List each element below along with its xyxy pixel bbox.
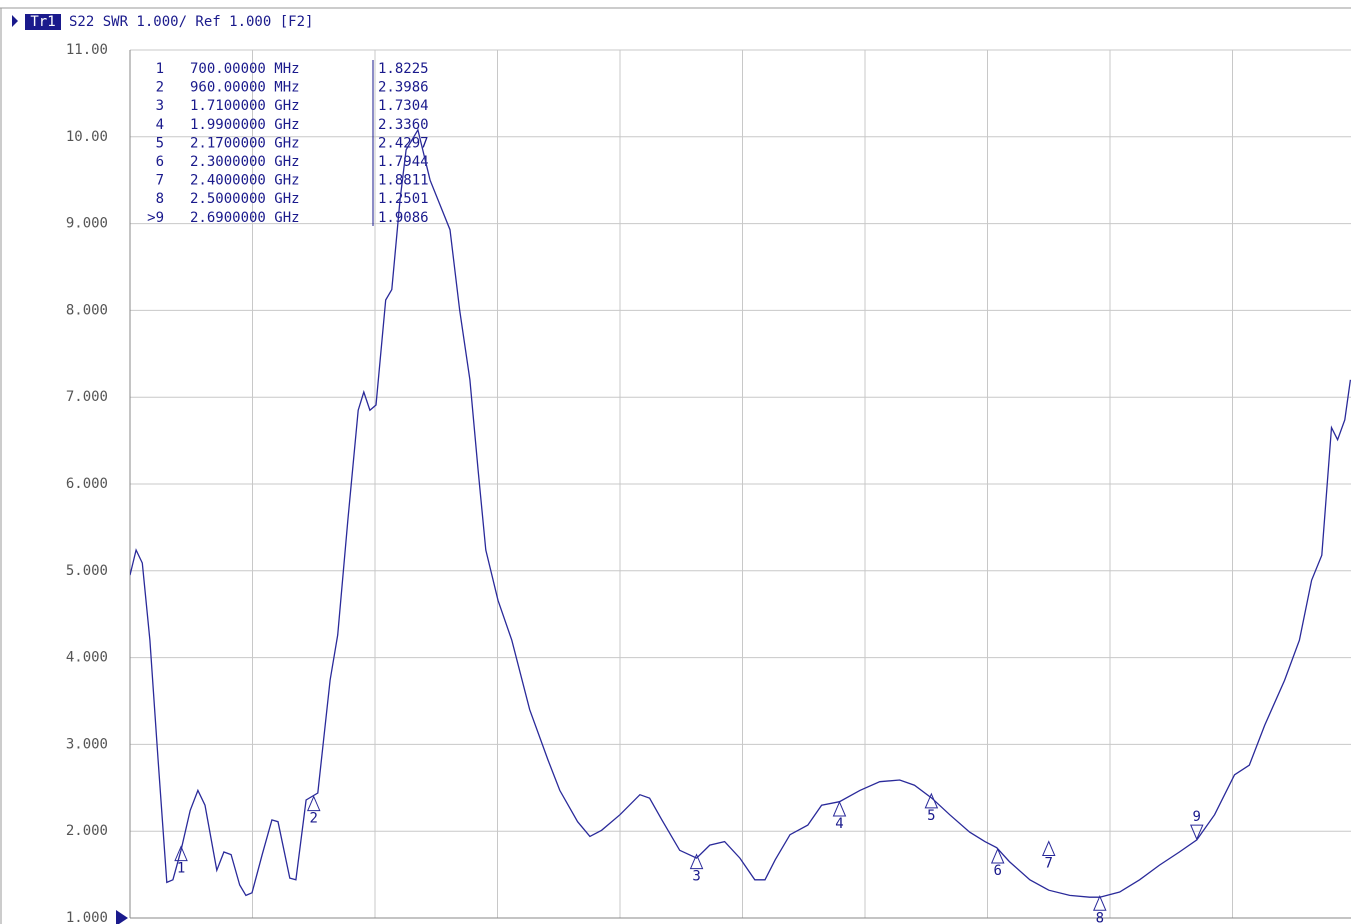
trace	[130, 128, 1351, 898]
plot: 1.000 2.000 3.000 4.000 5.000 6.000 7.000 8.000…	[66, 42, 1351, 924]
y-tick-label: 2.000	[66, 823, 108, 839]
marker-table-freq: 2.4000000 GHz	[190, 173, 300, 189]
marker	[1190, 824, 1204, 841]
marker-label: 3	[692, 869, 700, 885]
marker-table-name: 1	[156, 61, 164, 77]
y-tick-label: 7.000	[66, 389, 108, 405]
marker	[990, 847, 1005, 864]
ref-arrow	[116, 910, 128, 924]
marker-table-freq: 2.6900000 GHz	[190, 210, 300, 226]
marker-table-freq: 1.9900000 GHz	[190, 117, 300, 133]
marker-label: 9	[1193, 809, 1201, 825]
marker-table-value: 2.4297	[378, 135, 429, 151]
marker-table-freq: 700.00000 MHz	[190, 61, 300, 77]
marker	[306, 795, 321, 812]
marker	[689, 853, 704, 870]
marker-table-name: 7	[156, 173, 164, 189]
marker	[1093, 895, 1107, 911]
marker-table-freq: 2.1700000 GHz	[190, 135, 300, 151]
marker-table-name: 2	[156, 80, 164, 96]
y-tick-label: 5.000	[66, 563, 108, 579]
marker-table-value: 1.9086	[378, 210, 429, 226]
marker-table-freq: 960.00000 MHz	[190, 80, 300, 96]
marker-label: 6	[993, 863, 1001, 879]
marker-table-name: 8	[156, 191, 164, 207]
marker-table-value: 1.8811	[378, 173, 429, 189]
marker-table-name: 5	[156, 135, 164, 151]
marker-table-name: >9	[147, 210, 164, 226]
marker-table-value: 1.7304	[378, 98, 429, 114]
y-tick-label: 9.000	[66, 216, 108, 232]
marker-label: 8	[1096, 910, 1104, 924]
marker	[924, 792, 939, 809]
chart-title: S22 SWR 1.000/ Ref 1.000 [F2]	[69, 14, 313, 30]
trace-arrow	[12, 15, 18, 27]
marker-table-value: 1.2501	[378, 191, 429, 207]
marker-table-name: 6	[156, 154, 164, 170]
marker-table-freq: 1.7100000 GHz	[190, 98, 300, 114]
marker-table-value: 2.3360	[378, 117, 429, 133]
y-tick-label: 1.000	[66, 910, 108, 924]
marker	[1041, 840, 1056, 857]
y-tick-label: 6.000	[66, 476, 108, 492]
marker-table-freq: 2.3000000 GHz	[190, 154, 300, 170]
marker	[174, 845, 188, 862]
marker-table-value: 1.8225	[378, 61, 429, 77]
y-tick-label: 11.00	[66, 42, 108, 58]
marker-label: 5	[927, 808, 935, 824]
trace-label-box	[25, 14, 61, 30]
trace-label: Tr1	[30, 14, 55, 30]
marker-table-freq: 2.5000000 GHz	[190, 191, 300, 207]
marker-table-value: 1.7944	[378, 154, 429, 170]
y-tick-label: 4.000	[66, 650, 108, 666]
y-tick-label: 3.000	[66, 736, 108, 752]
marker-label: 2	[310, 811, 318, 827]
y-tick-label: 8.000	[66, 302, 108, 318]
marker-table-value: 2.3986	[378, 80, 429, 96]
marker	[832, 800, 847, 817]
y-tick-label: 10.00	[66, 129, 108, 145]
marker-table-name: 3	[156, 98, 164, 114]
marker-label: 7	[1045, 856, 1053, 872]
marker-table-name: 4	[156, 117, 164, 133]
marker-label: 4	[835, 816, 843, 832]
marker-label: 1	[177, 861, 185, 877]
